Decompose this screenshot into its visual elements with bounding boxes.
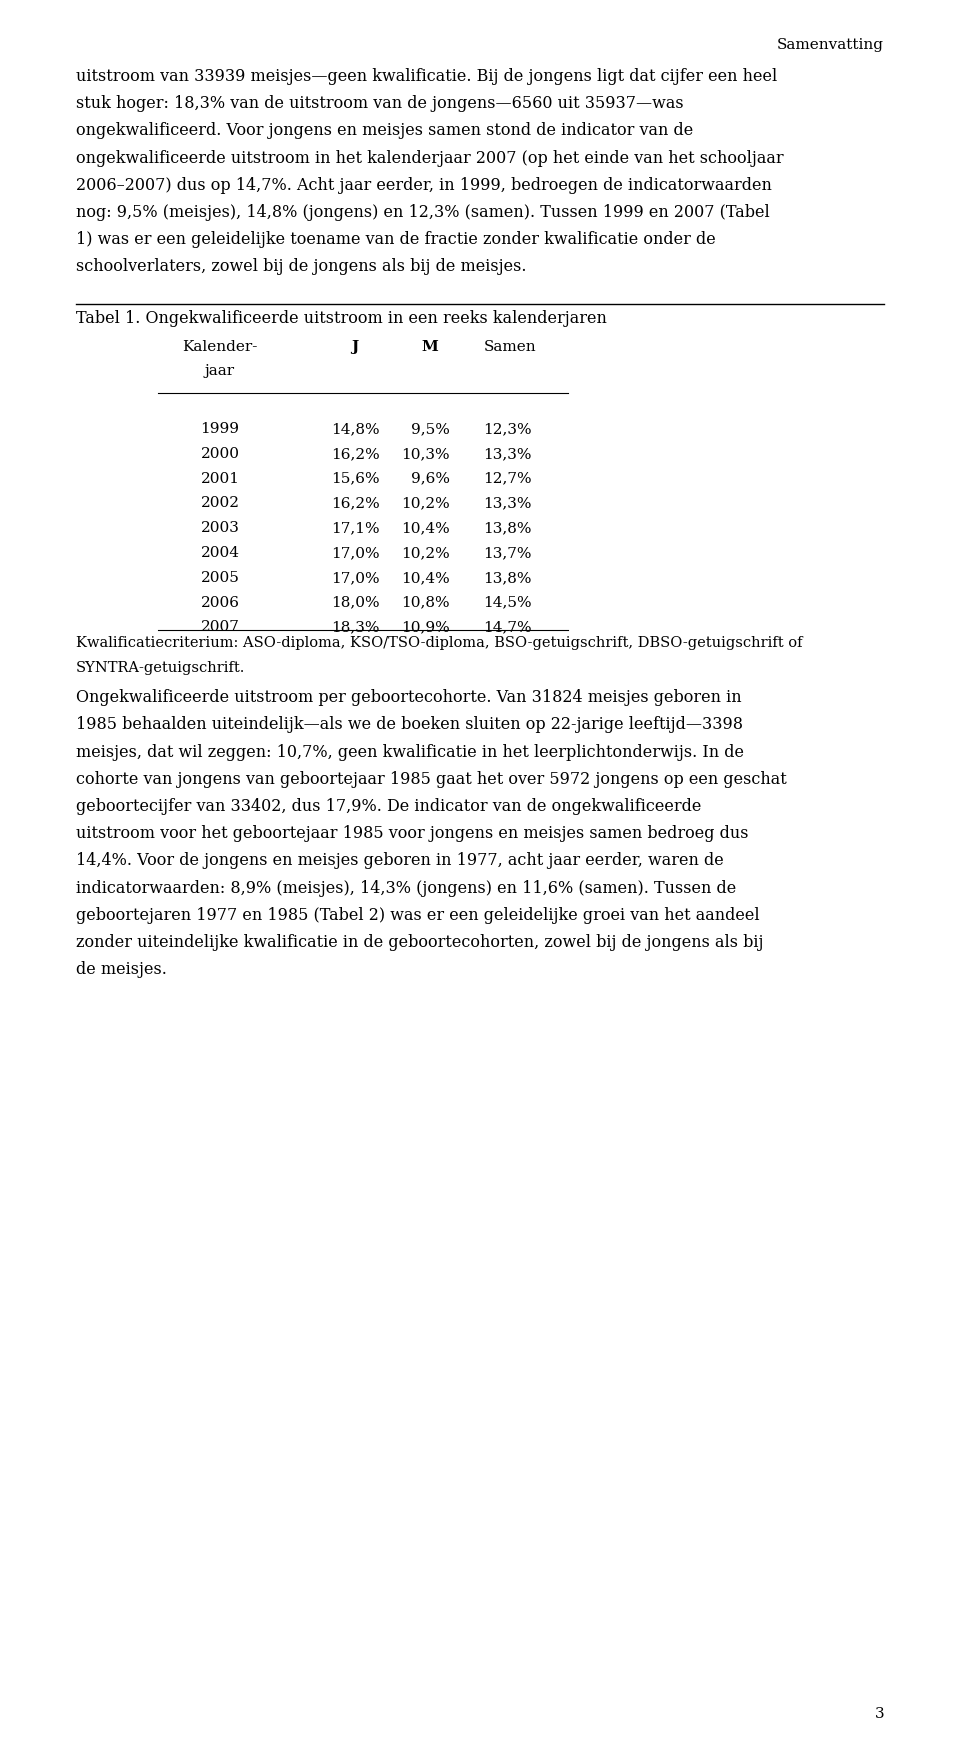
Text: J: J (351, 340, 359, 354)
Text: geboortecijfer van 33402, dus 17,9%. De indicator van de ongekwalificeerde: geboortecijfer van 33402, dus 17,9%. De … (76, 798, 702, 815)
Text: stuk hoger: 18,3% van de uitstroom van de jongens—6560 uit 35937—was: stuk hoger: 18,3% van de uitstroom van d… (76, 95, 684, 112)
Text: schoolverlaters, zowel bij de jongens als bij de meisjes.: schoolverlaters, zowel bij de jongens al… (76, 258, 526, 275)
Text: 14,7%: 14,7% (484, 621, 532, 635)
Text: ongekwalificeerd. Voor jongens en meisjes samen stond de indicator van de: ongekwalificeerd. Voor jongens en meisje… (76, 123, 693, 140)
Text: 10,3%: 10,3% (401, 447, 450, 461)
Text: zonder uiteindelijke kwalificatie in de geboortecohorten, zowel bij de jongens a: zonder uiteindelijke kwalificatie in de … (76, 934, 763, 950)
Text: indicatorwaarden: 8,9% (meisjes), 14,3% (jongens) en 11,6% (samen). Tussen de: indicatorwaarden: 8,9% (meisjes), 14,3% … (76, 880, 736, 896)
Text: Samenvatting: Samenvatting (777, 39, 884, 53)
Text: 2006–2007) dus op 14,7%. Acht jaar eerder, in 1999, bedroegen de indicatorwaarde: 2006–2007) dus op 14,7%. Acht jaar eerde… (76, 177, 772, 195)
Text: 10,4%: 10,4% (401, 571, 450, 586)
Text: 10,2%: 10,2% (401, 545, 450, 559)
Text: 2007: 2007 (201, 621, 239, 635)
Text: SYNTRA-getuigschrift.: SYNTRA-getuigschrift. (76, 661, 246, 675)
Text: Kwalificatiecriterium: ASO-diploma, KSO/TSO-diploma, BSO-getuigschrift, DBSO-get: Kwalificatiecriterium: ASO-diploma, KSO/… (76, 636, 803, 650)
Text: 1) was er een geleidelijke toename van de fractie zonder kwalificatie onder de: 1) was er een geleidelijke toename van d… (76, 231, 716, 249)
Text: 1999: 1999 (201, 422, 239, 436)
Text: M: M (421, 340, 439, 354)
Text: 17,0%: 17,0% (331, 545, 380, 559)
Text: cohorte van jongens van geboortejaar 1985 gaat het over 5972 jongens op een gesc: cohorte van jongens van geboortejaar 198… (76, 771, 787, 787)
Text: 13,8%: 13,8% (484, 571, 532, 586)
Text: 9,5%: 9,5% (411, 422, 450, 436)
Text: 10,4%: 10,4% (401, 521, 450, 535)
Text: 13,3%: 13,3% (484, 447, 532, 461)
Text: 3: 3 (875, 1707, 884, 1721)
Text: uitstroom van 33939 meisjes—geen kwalificatie. Bij de jongens ligt dat cijfer ee: uitstroom van 33939 meisjes—geen kwalifi… (76, 68, 778, 84)
Text: 17,0%: 17,0% (331, 571, 380, 586)
Text: 10,8%: 10,8% (401, 596, 450, 610)
Text: 18,3%: 18,3% (331, 621, 380, 635)
Text: Samen: Samen (484, 340, 537, 354)
Text: 14,5%: 14,5% (484, 596, 532, 610)
Text: uitstroom voor het geboortejaar 1985 voor jongens en meisjes samen bedroeg dus: uitstroom voor het geboortejaar 1985 voo… (76, 826, 749, 841)
Text: jaar: jaar (204, 365, 235, 379)
Text: 13,8%: 13,8% (484, 521, 532, 535)
Text: 13,7%: 13,7% (484, 545, 532, 559)
Text: 9,6%: 9,6% (411, 472, 450, 486)
Text: 15,6%: 15,6% (331, 472, 380, 486)
Text: 16,2%: 16,2% (331, 447, 380, 461)
Text: nog: 9,5% (meisjes), 14,8% (jongens) en 12,3% (samen). Tussen 1999 en 2007 (Tabe: nog: 9,5% (meisjes), 14,8% (jongens) en … (76, 203, 770, 221)
Text: Tabel 1. Ongekwalificeerde uitstroom in een reeks kalenderjaren: Tabel 1. Ongekwalificeerde uitstroom in … (76, 310, 607, 326)
Text: ongekwalificeerde uitstroom in het kalenderjaar 2007 (op het einde van het schoo: ongekwalificeerde uitstroom in het kalen… (76, 149, 783, 167)
Text: 16,2%: 16,2% (331, 496, 380, 510)
Text: meisjes, dat wil zeggen: 10,7%, geen kwalificatie in het leerplichtonderwijs. In: meisjes, dat wil zeggen: 10,7%, geen kwa… (76, 743, 744, 761)
Text: 12,3%: 12,3% (484, 422, 532, 436)
Text: geboortejaren 1977 en 1985 (Tabel 2) was er een geleidelijke groei van het aande: geboortejaren 1977 en 1985 (Tabel 2) was… (76, 906, 759, 924)
Text: 18,0%: 18,0% (331, 596, 380, 610)
Text: 2003: 2003 (201, 521, 239, 535)
Text: 17,1%: 17,1% (331, 521, 380, 535)
Text: 2002: 2002 (201, 496, 239, 510)
Text: 2001: 2001 (201, 472, 239, 486)
Text: 2005: 2005 (201, 571, 239, 586)
Text: 14,8%: 14,8% (331, 422, 380, 436)
Text: 1985 behaalden uiteindelijk—als we de boeken sluiten op 22-jarige leeftijd—3398: 1985 behaalden uiteindelijk—als we de bo… (76, 717, 743, 733)
Text: 2004: 2004 (201, 545, 239, 559)
Text: 12,7%: 12,7% (484, 472, 532, 486)
Text: Kalender-: Kalender- (182, 340, 257, 354)
Text: 2000: 2000 (201, 447, 239, 461)
Text: 10,9%: 10,9% (401, 621, 450, 635)
Text: 13,3%: 13,3% (484, 496, 532, 510)
Text: 10,2%: 10,2% (401, 496, 450, 510)
Text: 2006: 2006 (201, 596, 239, 610)
Text: de meisjes.: de meisjes. (76, 961, 167, 978)
Text: Ongekwalificeerde uitstroom per geboortecohorte. Van 31824 meisjes geboren in: Ongekwalificeerde uitstroom per geboorte… (76, 689, 742, 706)
Text: 14,4%. Voor de jongens en meisjes geboren in 1977, acht jaar eerder, waren de: 14,4%. Voor de jongens en meisjes gebore… (76, 852, 724, 869)
